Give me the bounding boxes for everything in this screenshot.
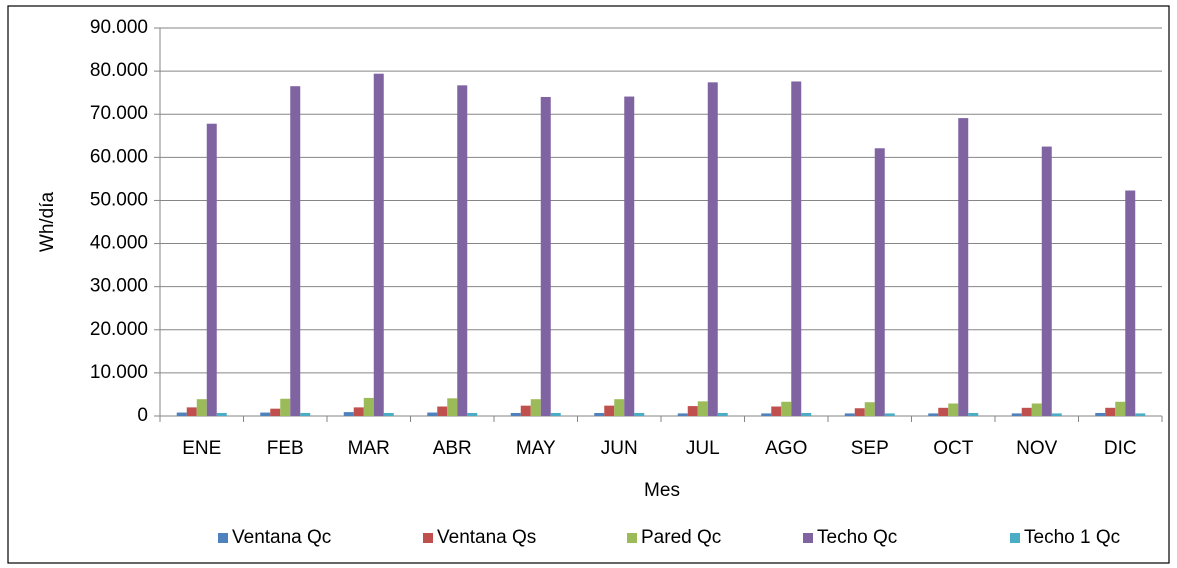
bar xyxy=(530,399,541,416)
bar xyxy=(791,81,802,417)
bar xyxy=(1125,190,1136,416)
bar xyxy=(467,412,478,416)
bar xyxy=(864,402,875,416)
x-tick-label: ENE xyxy=(182,438,221,459)
bar xyxy=(383,412,394,416)
bar xyxy=(206,123,217,416)
bar xyxy=(1011,413,1022,416)
bar xyxy=(968,412,979,416)
legend-label: Techo 1 Qc xyxy=(1024,527,1120,548)
bar xyxy=(260,412,271,416)
bar xyxy=(1031,403,1042,416)
bar xyxy=(186,407,197,416)
bar xyxy=(343,412,354,416)
bar xyxy=(604,405,615,416)
bar xyxy=(437,406,448,416)
bar xyxy=(1115,401,1126,416)
bar xyxy=(353,407,364,416)
bar xyxy=(196,399,207,416)
bar xyxy=(707,82,718,416)
y-tick-label: 60.000 xyxy=(90,146,148,167)
legend-swatch xyxy=(1010,533,1020,543)
x-tick-label: AGO xyxy=(765,438,807,459)
x-tick-label: SEP xyxy=(851,438,889,459)
legend-swatch xyxy=(803,533,813,543)
y-tick-label: 20.000 xyxy=(90,319,148,340)
y-tick-label: 40.000 xyxy=(90,233,148,254)
legend-swatch xyxy=(218,533,228,543)
y-axis-label: Wh/día xyxy=(37,191,58,252)
x-tick-label: MAR xyxy=(348,438,390,459)
x-tick-label: DIC xyxy=(1104,438,1137,459)
bar xyxy=(510,412,521,416)
y-tick-label: 10.000 xyxy=(90,362,148,383)
y-tick-label: 80.000 xyxy=(90,60,148,81)
y-tick-label: 70.000 xyxy=(90,103,148,124)
bar xyxy=(270,408,281,416)
bar xyxy=(677,413,688,416)
x-tick-label: MAY xyxy=(516,438,556,459)
bar xyxy=(854,408,865,416)
bar xyxy=(216,412,227,416)
bar xyxy=(520,405,531,416)
bar xyxy=(457,85,468,417)
x-tick-label: JUN xyxy=(601,438,638,459)
x-tick-label: NOV xyxy=(1016,438,1058,459)
bar xyxy=(781,401,792,416)
legend-label: Ventana Qc xyxy=(232,527,331,548)
bar xyxy=(280,398,291,416)
bar xyxy=(697,401,708,416)
legend-swatch xyxy=(627,533,637,543)
x-tick-label: OCT xyxy=(933,438,974,459)
bar xyxy=(717,412,728,416)
x-tick-label: FEB xyxy=(267,438,304,459)
y-tick-label: 0 xyxy=(137,405,148,426)
bar xyxy=(771,406,782,416)
bar xyxy=(938,407,949,416)
bar xyxy=(373,73,384,416)
bar xyxy=(290,86,301,416)
bar xyxy=(614,399,625,416)
chart-frame xyxy=(7,5,1170,564)
bar xyxy=(624,96,635,417)
bar xyxy=(540,96,551,416)
y-tick-label: 30.000 xyxy=(90,276,148,297)
bar xyxy=(594,412,605,416)
bar xyxy=(447,398,458,416)
bar xyxy=(844,413,855,416)
legend-label: Ventana Qs xyxy=(437,527,536,548)
bar xyxy=(176,412,187,416)
y-tick-label: 50.000 xyxy=(90,189,148,210)
bar xyxy=(874,148,885,416)
bar xyxy=(427,412,438,416)
bar xyxy=(1135,413,1146,416)
legend-swatch xyxy=(423,533,433,543)
bar xyxy=(550,412,561,416)
bar xyxy=(801,412,812,416)
bar xyxy=(1041,146,1052,417)
bar xyxy=(928,413,939,416)
bar xyxy=(1051,413,1062,416)
bar xyxy=(1095,412,1106,416)
y-tick-label: 90.000 xyxy=(90,17,148,38)
legend-label: Techo Qc xyxy=(817,527,897,548)
x-axis-label: Mes xyxy=(644,480,680,501)
bar xyxy=(687,406,698,416)
bar xyxy=(948,403,959,416)
bar xyxy=(634,412,645,416)
bar xyxy=(300,412,311,416)
bar xyxy=(761,413,772,416)
bar xyxy=(1105,407,1116,416)
x-tick-label: JUL xyxy=(686,438,720,459)
bar xyxy=(363,397,374,416)
bar xyxy=(1021,407,1032,416)
legend-label: Pared Qc xyxy=(641,527,721,548)
x-tick-label: ABR xyxy=(433,438,472,459)
bar xyxy=(958,118,969,416)
bar xyxy=(884,413,895,416)
